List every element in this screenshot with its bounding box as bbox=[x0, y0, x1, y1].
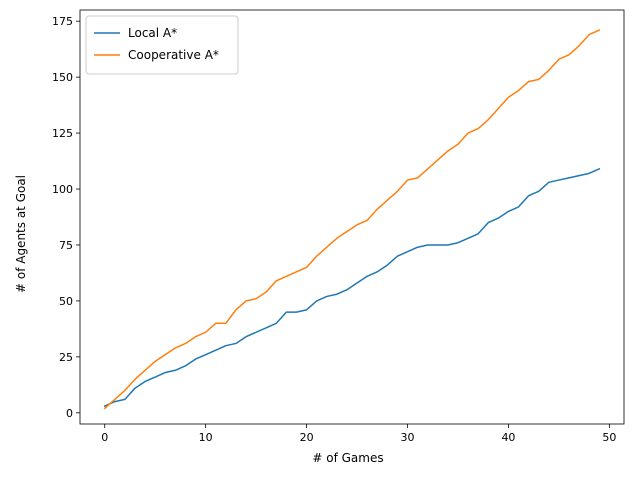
x-axis-label: # of Games bbox=[312, 451, 383, 465]
series-line-1 bbox=[103, 29, 601, 410]
y-tick-label: 175 bbox=[52, 15, 73, 28]
x-tick-label: 20 bbox=[300, 431, 314, 444]
y-tick-label: 0 bbox=[66, 407, 73, 420]
x-tick-label: 0 bbox=[101, 431, 108, 444]
plot-area-border bbox=[79, 9, 625, 425]
x-tick-label: 30 bbox=[401, 431, 415, 444]
y-tick-label: 100 bbox=[52, 183, 73, 196]
series-layer bbox=[103, 29, 601, 410]
y-tick-label: 50 bbox=[59, 295, 73, 308]
legend-label-1: Cooperative A* bbox=[128, 48, 219, 62]
y-tick-label: 125 bbox=[52, 127, 73, 140]
x-tick-label: 50 bbox=[602, 431, 616, 444]
y-axis-ticks: 0 25 50 75 100 125 150 175 bbox=[52, 15, 80, 420]
legend-box bbox=[85, 15, 239, 75]
y-tick-label: 25 bbox=[59, 351, 73, 364]
y-tick-label: 150 bbox=[52, 71, 73, 84]
legend: Local A* Cooperative A* bbox=[85, 15, 239, 75]
x-tick-label: 40 bbox=[501, 431, 515, 444]
y-axis-label: # of Agents at Goal bbox=[14, 175, 28, 293]
y-tick-label: 75 bbox=[59, 239, 73, 252]
series-line-0 bbox=[103, 167, 601, 408]
plot-frame bbox=[79, 9, 625, 425]
x-axis-ticks: 0 10 20 30 40 50 bbox=[101, 424, 616, 444]
legend-label-0: Local A* bbox=[128, 26, 177, 40]
x-tick-label: 10 bbox=[199, 431, 213, 444]
